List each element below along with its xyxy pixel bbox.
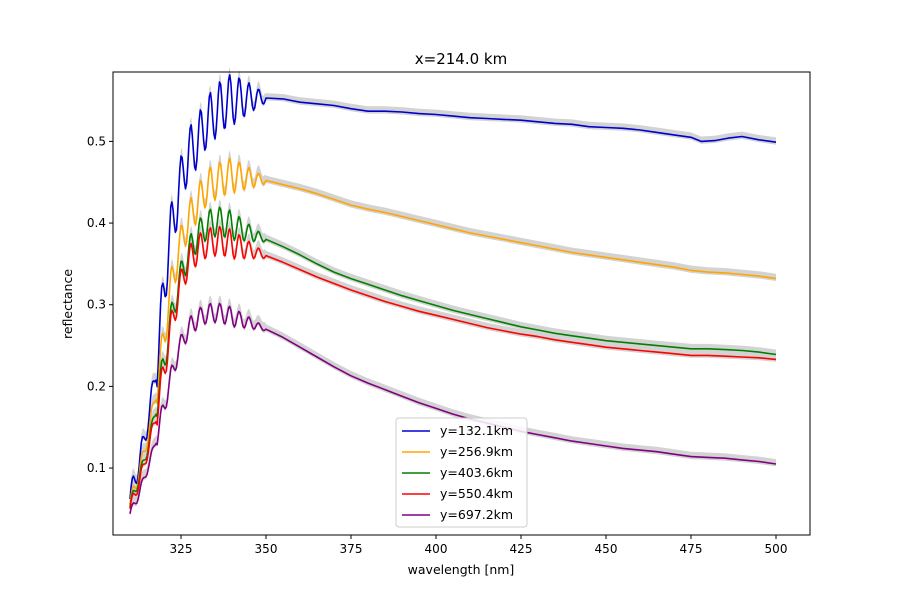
- x-tick-label: 400: [425, 542, 448, 556]
- x-axis-label: wavelength [nm]: [408, 562, 515, 577]
- x-tick-label: 350: [255, 542, 278, 556]
- series-line: [129, 157, 777, 505]
- legend-label: y=697.2km: [440, 507, 513, 522]
- x-tick-label: 325: [170, 542, 193, 556]
- series-line: [129, 302, 777, 514]
- x-axis-ticks: 325 350 375 400 425 450 475 500: [170, 535, 788, 556]
- y-axis-label: reflectance: [60, 269, 75, 339]
- legend-label: y=550.4km: [440, 486, 513, 501]
- x-tick-label: 500: [765, 542, 788, 556]
- y-tick-label: 0.1: [87, 461, 106, 475]
- x-tick-label: 475: [680, 542, 703, 556]
- plot-frame: [112, 71, 811, 536]
- series-lines: [129, 74, 777, 514]
- series-line: [129, 74, 777, 500]
- y-tick-label: 0.2: [87, 379, 106, 393]
- legend-label: y=132.1km: [440, 423, 513, 438]
- legend-box: [395, 417, 528, 528]
- y-tick-label: 0.3: [87, 298, 106, 312]
- y-axis-ticks: 0.1 0.2 0.3 0.4 0.5: [87, 134, 113, 475]
- legend-label: y=256.9km: [440, 444, 513, 459]
- x-tick-label: 450: [595, 542, 618, 556]
- x-tick-label: 375: [340, 542, 363, 556]
- y-tick-label: 0.4: [87, 216, 106, 230]
- y-tick-label: 0.5: [87, 134, 106, 148]
- chart-title: x=214.0 km: [415, 50, 507, 68]
- x-tick-label: 425: [510, 542, 533, 556]
- legend: y=132.1km y=256.9km y=403.6km y=550.4km y=69…: [395, 417, 528, 528]
- legend-label: y=403.6km: [440, 465, 513, 480]
- series-line: [129, 225, 777, 510]
